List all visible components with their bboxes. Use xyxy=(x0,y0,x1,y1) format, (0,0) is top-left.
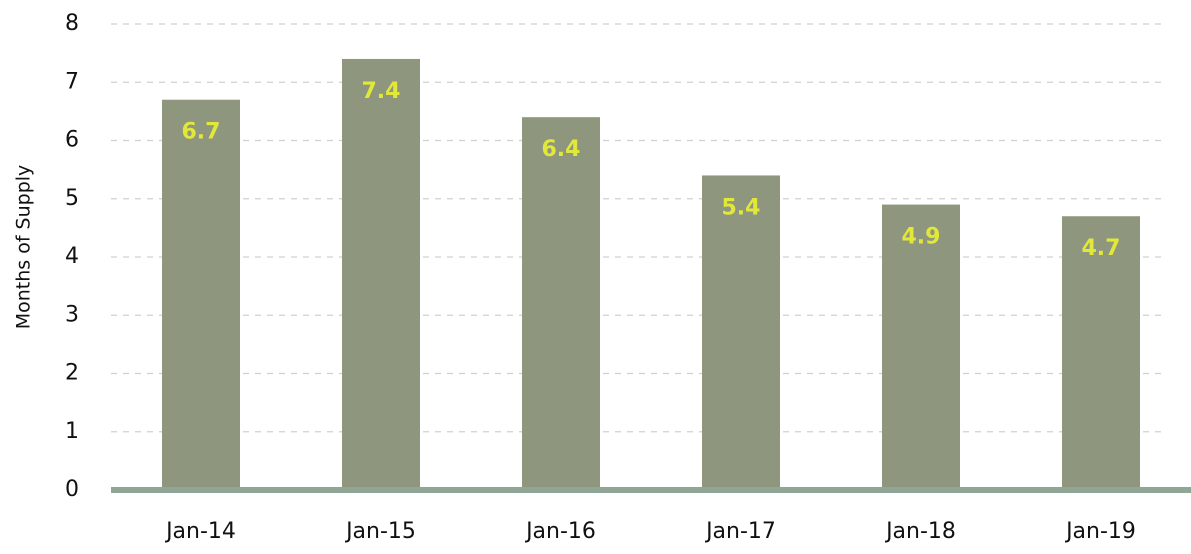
x-tick-label: Jan-14 xyxy=(164,519,236,544)
y-tick-label: 4 xyxy=(65,244,79,269)
y-tick-label: 8 xyxy=(65,11,79,36)
bar xyxy=(522,117,600,490)
bar xyxy=(342,58,420,490)
value-label: 6.4 xyxy=(542,137,581,162)
y-tick-label: 2 xyxy=(65,361,79,386)
value-label: 7.4 xyxy=(362,79,401,104)
y-tick-label: 3 xyxy=(65,302,79,327)
y-tick-label: 5 xyxy=(65,186,79,211)
y-tick-label: 1 xyxy=(65,419,79,444)
y-tick-label: 0 xyxy=(65,477,79,502)
bar xyxy=(882,204,960,490)
value-label: 4.7 xyxy=(1082,236,1121,261)
bar xyxy=(702,175,780,490)
y-axis-label: Months of Supply xyxy=(13,165,35,330)
y-tick-label: 7 xyxy=(65,69,79,94)
x-tick-label: Jan-17 xyxy=(704,519,776,544)
value-label: 4.9 xyxy=(902,225,941,250)
x-tick-label: Jan-15 xyxy=(344,519,416,544)
x-tick-label: Jan-16 xyxy=(524,519,596,544)
value-label: 5.4 xyxy=(722,195,761,220)
y-tick-label: 6 xyxy=(65,128,79,153)
bar xyxy=(162,99,240,490)
x-tick-label: Jan-19 xyxy=(1064,519,1136,544)
bar xyxy=(1062,216,1140,490)
x-tick-label: Jan-18 xyxy=(884,519,956,544)
value-label: 6.7 xyxy=(182,120,221,145)
